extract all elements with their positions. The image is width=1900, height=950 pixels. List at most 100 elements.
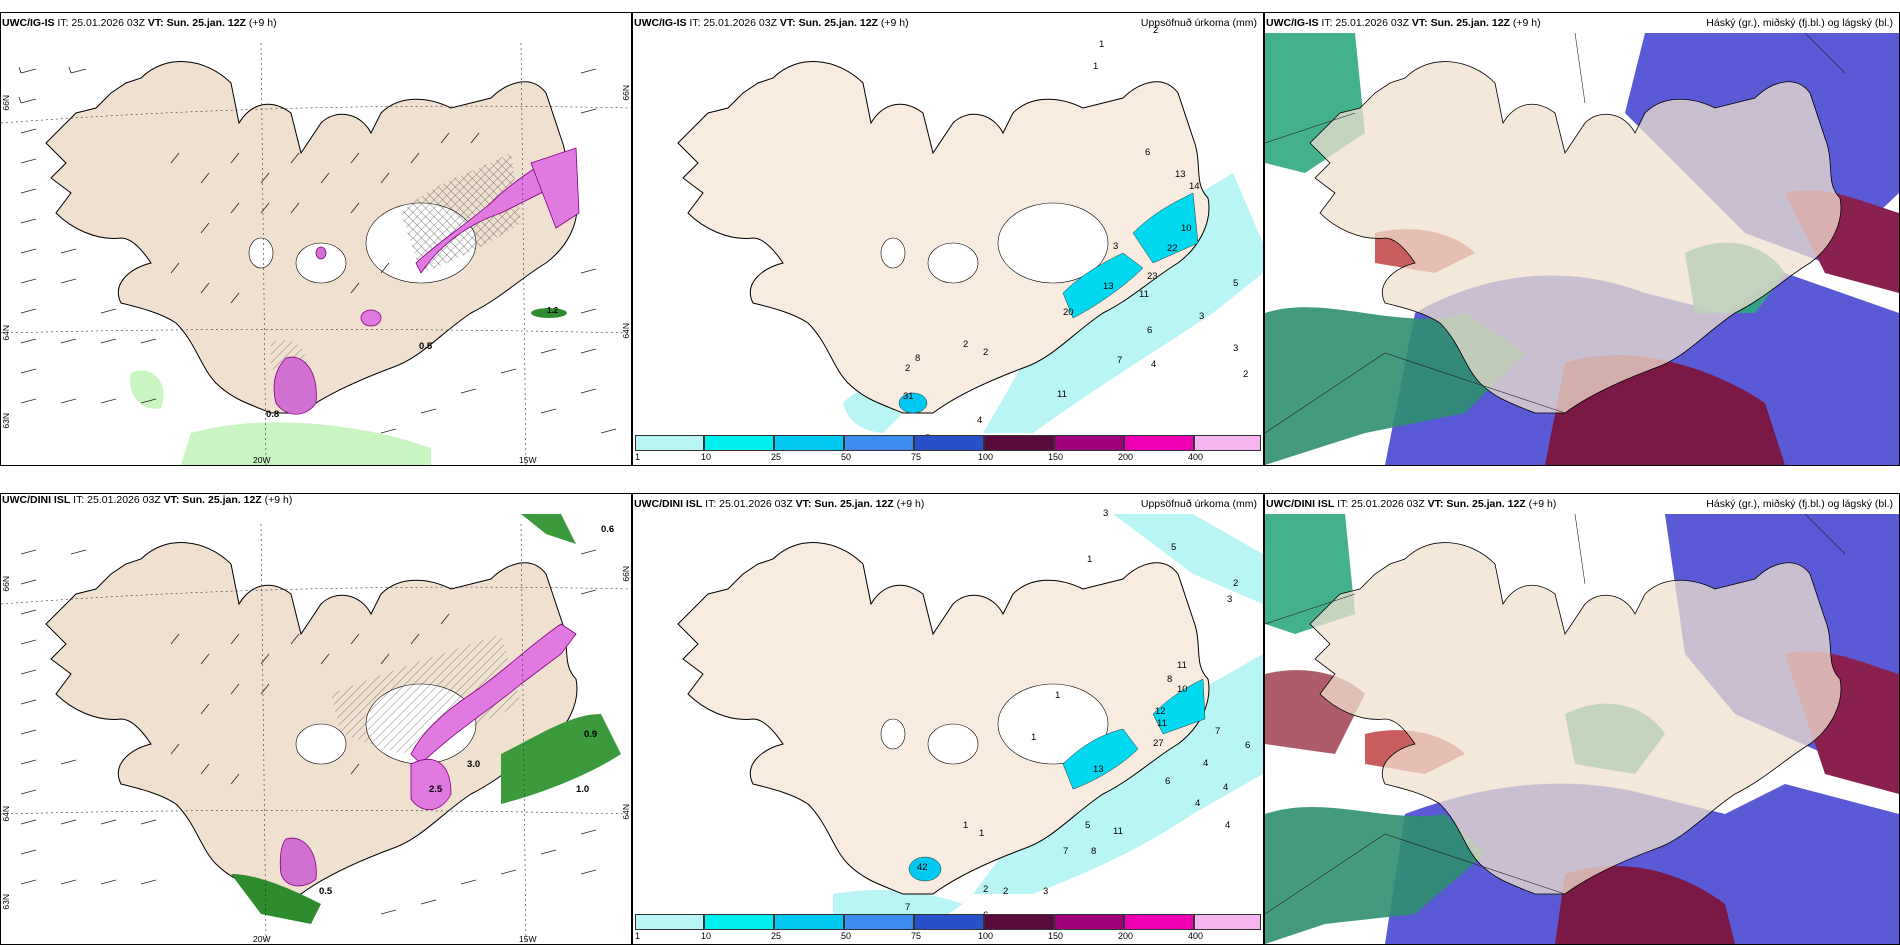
colorbar-swatch: [1054, 914, 1124, 930]
region-boundary: [1265, 513, 1846, 915]
field-title: Háský (gr.), miðský (fj.bl.) og lágský (…: [1706, 17, 1893, 29]
precip-value: 2: [963, 339, 969, 350]
model-name: UWC/IG-IS: [634, 17, 687, 29]
lead-time: (+9 h): [264, 494, 293, 506]
colorbar-swatch: [1054, 435, 1124, 451]
colorbar-swatch: [1194, 435, 1261, 451]
ocean-precip-area: [130, 370, 164, 409]
glacier: [997, 202, 1109, 284]
precip-value: 2: [983, 347, 989, 358]
init-time: IT: 25.01.2026 03Z: [57, 17, 145, 29]
init-time: IT: 25.01.2026 03Z: [73, 494, 161, 506]
precip-area: [1152, 678, 1206, 735]
precip-value: 27: [1153, 738, 1164, 749]
init-time: IT: 25.01.2026 03Z: [1321, 17, 1409, 29]
precip-value: 10: [1181, 223, 1192, 234]
precip-value: 4: [977, 415, 983, 426]
precip-value: 1: [1055, 690, 1061, 701]
precip-value: 1: [979, 828, 985, 839]
precip-area: [521, 514, 576, 544]
precip-value: 20: [1063, 307, 1074, 318]
colorbar-tick: 200: [1118, 931, 1134, 941]
precip-value: 2: [1153, 25, 1159, 36]
panel-title: UWC/IG-IS IT: 25.01.2026 03Z VT: Sun. 25…: [634, 17, 909, 29]
precip-area: [279, 837, 317, 887]
lon-label-20w: 20W: [253, 934, 271, 944]
precip-value: 3: [1113, 241, 1119, 252]
lat-label-66n: 66N: [1, 576, 11, 592]
precip-value: 23: [1147, 271, 1158, 282]
lat-label-64n-right: 64N: [621, 804, 631, 820]
precip-value: 1: [1087, 554, 1093, 565]
panel-title: UWC/DINI ISL IT: 25.01.2026 03Z VT: Sun.…: [1266, 498, 1556, 510]
precip-value: 0.6: [601, 524, 615, 535]
colorbar-tick: 400: [1188, 452, 1204, 462]
iceland-landmass: [45, 542, 578, 895]
precip-value: 5: [1233, 278, 1239, 289]
precip-value: 11: [1177, 660, 1187, 671]
precip-area: [1132, 192, 1199, 264]
precip-value: 1: [1099, 39, 1105, 50]
precip-value: 8: [1091, 846, 1097, 857]
precip-value: 11: [1139, 289, 1149, 300]
precip-area: [315, 246, 327, 260]
panel-title: UWC/IG-IS IT: 25.01.2026 03Z VT: Sun. 25…: [1266, 17, 1541, 29]
precip-value: 3.0: [467, 759, 481, 770]
lead-time: (+9 h): [248, 17, 277, 29]
glacier: [295, 242, 347, 284]
colorbar-swatch: [914, 914, 984, 930]
precip-area: [530, 147, 580, 229]
precip-area: [360, 309, 382, 327]
glacier: [997, 683, 1109, 765]
colorbar-swatch: [1194, 914, 1261, 930]
field-title: Uppsöfnuð úrkoma (mm): [1140, 17, 1257, 29]
lead-time: (+9 h): [1528, 498, 1557, 510]
lead-time: (+9 h): [896, 498, 925, 510]
colorbar-tick: 150: [1048, 931, 1064, 941]
precip-value: 1: [963, 820, 969, 831]
lat-label-64n: 64N: [1, 325, 11, 341]
precip-value: 4: [1223, 782, 1229, 793]
colorbar-tick: 150: [1048, 452, 1064, 462]
panel-title: UWC/DINI ISL IT: 25.01.2026 03Z VT: Sun.…: [2, 494, 302, 506]
panel-title: UWC/IG-IS IT: 25.01.2026 03Z VT: Sun. 25…: [2, 17, 277, 29]
precip-value: 0.5: [319, 886, 333, 897]
precip-value: 5: [1171, 542, 1177, 553]
colorbar-swatch: [635, 914, 704, 930]
precip-value: 3: [1233, 343, 1239, 354]
iceland-landmass: [677, 542, 1210, 895]
precip-value: 12: [1155, 706, 1166, 717]
colorbar-swatch: [1124, 914, 1194, 930]
precip-value: 0.9: [584, 729, 598, 740]
model-name: UWC/DINI ISL: [1266, 498, 1335, 510]
precip-value: 3: [1103, 508, 1109, 519]
precip-value: 11: [1157, 718, 1167, 729]
colorbar-tick: 75: [911, 931, 922, 941]
colorbar-tick: 10: [701, 931, 712, 941]
precip-area: [898, 392, 928, 414]
map-cloud-cover-top: [1265, 13, 1899, 465]
glacier: [927, 242, 979, 284]
colorbar-tick: 200: [1118, 452, 1134, 462]
precip-area: [410, 623, 577, 765]
precip-value: 22: [1167, 243, 1178, 254]
panel-dini-cloud-cover: UWC/DINI ISL IT: 25.01.2026 03Z VT: Sun.…: [1264, 493, 1900, 945]
model-name: UWC/DINI ISL: [2, 494, 71, 506]
hatched-area: [401, 153, 521, 273]
precip-value: 13: [1093, 764, 1104, 775]
lead-time: (+9 h): [1512, 17, 1541, 29]
precip-value: 4: [1203, 758, 1209, 769]
colorbar-tick: 50: [841, 931, 852, 941]
precip-area: [908, 856, 942, 882]
precip-value: 8: [915, 353, 921, 364]
precip-value: 4: [1225, 820, 1231, 831]
valid-time: VT: Sun. 25.jan. 12Z: [163, 494, 262, 506]
glacier: [295, 723, 347, 765]
colorbar: 1 10 25 50 75 100 150 200 400: [633, 435, 1263, 465]
precip-value: 1: [1093, 61, 1099, 72]
panel-ig-is-wind-precip: UWC/IG-IS IT: 25.01.2026 03Z VT: Sun. 25…: [0, 12, 632, 466]
precip-value: 2: [905, 363, 911, 374]
colorbar-tick: 75: [911, 452, 922, 462]
map-accum-precip-top: [677, 61, 1263, 433]
precip-value: 31: [903, 391, 914, 402]
